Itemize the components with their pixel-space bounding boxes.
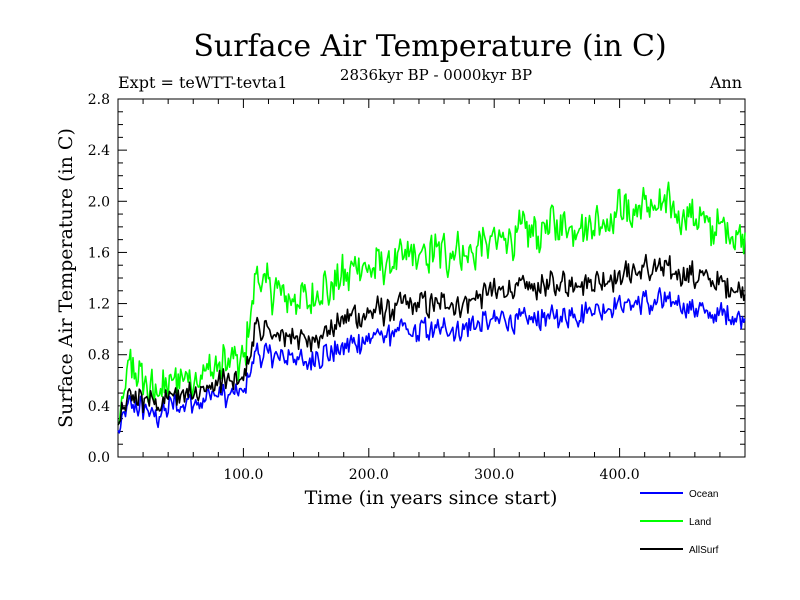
y-axis: 0.0 0.4 0.8 1.2 1.6 2.0 2.4 2.8 — [88, 92, 745, 466]
chart-title: Surface Air Temperature (in C) — [193, 29, 666, 64]
legend: Ocean Land AllSurf — [640, 489, 719, 556]
series-line-ocean — [117, 287, 746, 434]
chart-subtitle: 2836kyr BP - 0000kyr BP — [340, 66, 532, 84]
legend-label-allsurf: AllSurf — [689, 545, 719, 556]
x-tick-label: 200.0 — [349, 467, 389, 483]
series-line-land — [117, 181, 746, 425]
series-group — [117, 181, 746, 434]
y-tick-label: 1.6 — [88, 245, 110, 261]
y-tick-label: 1.2 — [88, 297, 110, 313]
x-axis-label: Time (in years since start) — [305, 487, 558, 509]
x-tick-label: 100.0 — [223, 467, 263, 483]
y-tick-label: 2.0 — [88, 194, 110, 210]
season-label: Ann — [709, 73, 742, 92]
y-tick-label: 0.8 — [88, 348, 110, 364]
y-tick-label: 2.4 — [88, 143, 110, 159]
expt-label: Expt = teWTT-tevta1 — [118, 73, 287, 92]
legend-label-land: Land — [689, 517, 711, 528]
y-tick-label: 2.8 — [88, 92, 110, 108]
y-tick-label: 0.0 — [88, 450, 110, 466]
x-tick-label: 400.0 — [600, 467, 640, 483]
y-tick-label: 0.4 — [88, 399, 110, 415]
y-axis-label: Surface Air Temperature (in C) — [55, 128, 77, 428]
x-tick-label: 300.0 — [474, 467, 514, 483]
series-line-allsurf — [117, 253, 746, 426]
legend-label-ocean: Ocean — [689, 489, 718, 500]
x-axis: 100.0 200.0 300.0 400.0 — [117, 99, 746, 483]
